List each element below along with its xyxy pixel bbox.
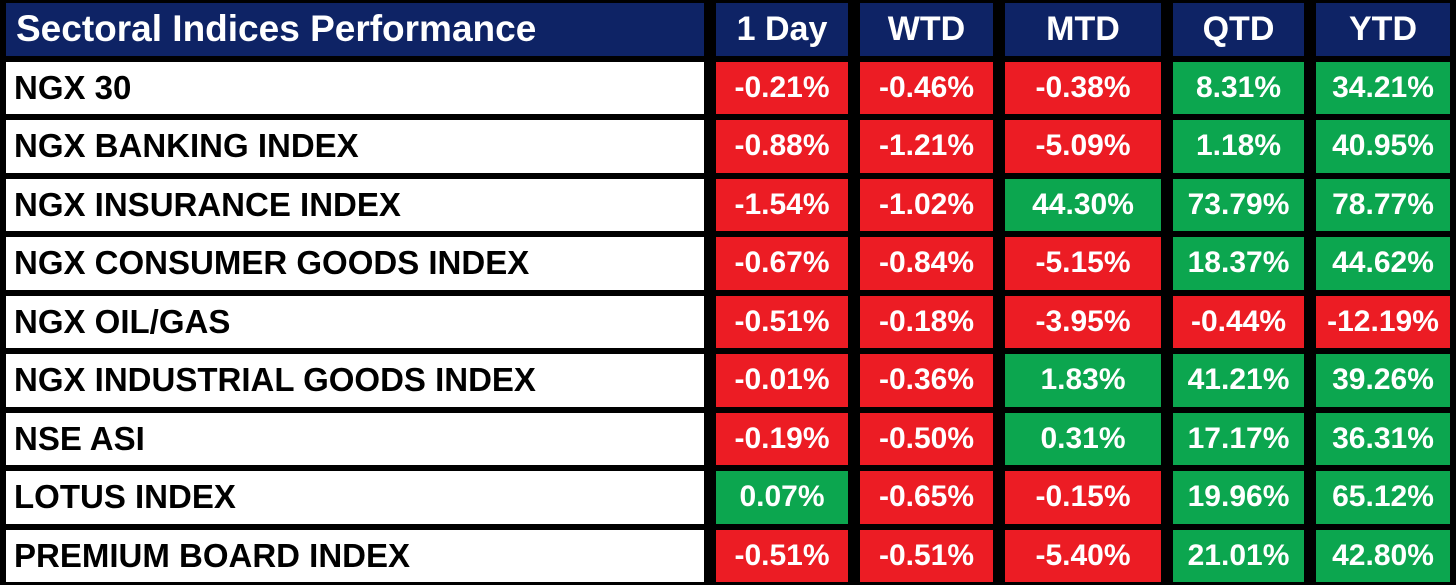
table-row: NGX CONSUMER GOODS INDEX -0.67% -0.84% -5.1… xyxy=(0,234,1456,293)
value-cell: -0.01% xyxy=(710,351,854,410)
column-header-qtd: QTD xyxy=(1167,0,1310,59)
value-cell: 18.37% xyxy=(1167,234,1310,293)
column-header-wtd: WTD xyxy=(854,0,999,59)
table-body: NGX 30 -0.21% -0.46% -0.38% 8.31% 34.21% NGX B… xyxy=(0,58,1456,585)
row-label: NGX OIL/GAS xyxy=(0,292,710,351)
row-label: NGX CONSUMER GOODS INDEX xyxy=(0,234,710,293)
value-cell: 78.77% xyxy=(1310,175,1456,234)
value-cell: 44.62% xyxy=(1310,234,1456,293)
value-cell: -0.51% xyxy=(710,292,854,351)
table-row: NGX 30 -0.21% -0.46% -0.38% 8.31% 34.21% xyxy=(0,58,1456,117)
value-cell: -0.67% xyxy=(710,234,854,293)
table-row: NGX INDUSTRIAL GOODS INDEX -0.01% -0.36% 1.… xyxy=(0,351,1456,410)
row-label: NGX INSURANCE INDEX xyxy=(0,175,710,234)
value-cell: 1.18% xyxy=(1167,117,1310,176)
value-cell: -12.19% xyxy=(1310,292,1456,351)
row-label: PREMIUM BOARD INDEX xyxy=(0,526,710,585)
value-cell: -0.51% xyxy=(710,526,854,585)
value-cell: -0.44% xyxy=(1167,292,1310,351)
value-cell: 36.31% xyxy=(1310,409,1456,468)
table-row: LOTUS INDEX 0.07% -0.65% -0.15% 19.96% 65.12% xyxy=(0,468,1456,527)
row-label: NGX BANKING INDEX xyxy=(0,117,710,176)
value-cell: -0.65% xyxy=(854,468,999,527)
value-cell: 73.79% xyxy=(1167,175,1310,234)
column-header-ytd: YTD xyxy=(1310,0,1456,59)
value-cell: -5.15% xyxy=(999,234,1167,293)
table-row: NGX INSURANCE INDEX -1.54% -1.02% 44.30% 73.… xyxy=(0,175,1456,234)
row-label: LOTUS INDEX xyxy=(0,468,710,527)
value-cell: -0.84% xyxy=(854,234,999,293)
value-cell: 34.21% xyxy=(1310,58,1456,117)
value-cell: -0.19% xyxy=(710,409,854,468)
value-cell: -3.95% xyxy=(999,292,1167,351)
value-cell: 21.01% xyxy=(1167,526,1310,585)
value-cell: -0.50% xyxy=(854,409,999,468)
table-title: Sectoral Indices Performance xyxy=(0,0,710,59)
row-label: NSE ASI xyxy=(0,409,710,468)
value-cell: -0.51% xyxy=(854,526,999,585)
row-label: NGX INDUSTRIAL GOODS INDEX xyxy=(0,351,710,410)
column-header-1-day: 1 Day xyxy=(710,0,854,59)
table-row: NGX OIL/GAS -0.51% -0.18% -3.95% -0.44% -12.1… xyxy=(0,292,1456,351)
table-row: NGX BANKING INDEX -0.88% -1.21% -5.09% 1.18%… xyxy=(0,117,1456,176)
value-cell: 17.17% xyxy=(1167,409,1310,468)
value-cell: 0.31% xyxy=(999,409,1167,468)
value-cell: -1.21% xyxy=(854,117,999,176)
table-header: Sectoral Indices Performance 1 Day WTD MTD… xyxy=(0,0,1456,59)
value-cell: 42.80% xyxy=(1310,526,1456,585)
row-label: NGX 30 xyxy=(0,58,710,117)
value-cell: -5.40% xyxy=(999,526,1167,585)
table-row: NSE ASI -0.19% -0.50% 0.31% 17.17% 36.31% xyxy=(0,409,1456,468)
value-cell: 8.31% xyxy=(1167,58,1310,117)
value-cell: -0.15% xyxy=(999,468,1167,527)
value-cell: 65.12% xyxy=(1310,468,1456,527)
value-cell: -1.02% xyxy=(854,175,999,234)
value-cell: 1.83% xyxy=(999,351,1167,410)
value-cell: 41.21% xyxy=(1167,351,1310,410)
value-cell: 19.96% xyxy=(1167,468,1310,527)
value-cell: -0.46% xyxy=(854,58,999,117)
value-cell: 39.26% xyxy=(1310,351,1456,410)
column-header-mtd: MTD xyxy=(999,0,1167,59)
value-cell: 0.07% xyxy=(710,468,854,527)
value-cell: -1.54% xyxy=(710,175,854,234)
value-cell: -0.88% xyxy=(710,117,854,176)
value-cell: -0.38% xyxy=(999,58,1167,117)
value-cell: -0.36% xyxy=(854,351,999,410)
value-cell: -0.21% xyxy=(710,58,854,117)
table-row: PREMIUM BOARD INDEX -0.51% -0.51% -5.40% 21.… xyxy=(0,526,1456,585)
value-cell: 44.30% xyxy=(999,175,1167,234)
value-cell: 40.95% xyxy=(1310,117,1456,176)
value-cell: -0.18% xyxy=(854,292,999,351)
header-row: Sectoral Indices Performance 1 Day WTD MTD… xyxy=(0,0,1456,59)
value-cell: -5.09% xyxy=(999,117,1167,176)
